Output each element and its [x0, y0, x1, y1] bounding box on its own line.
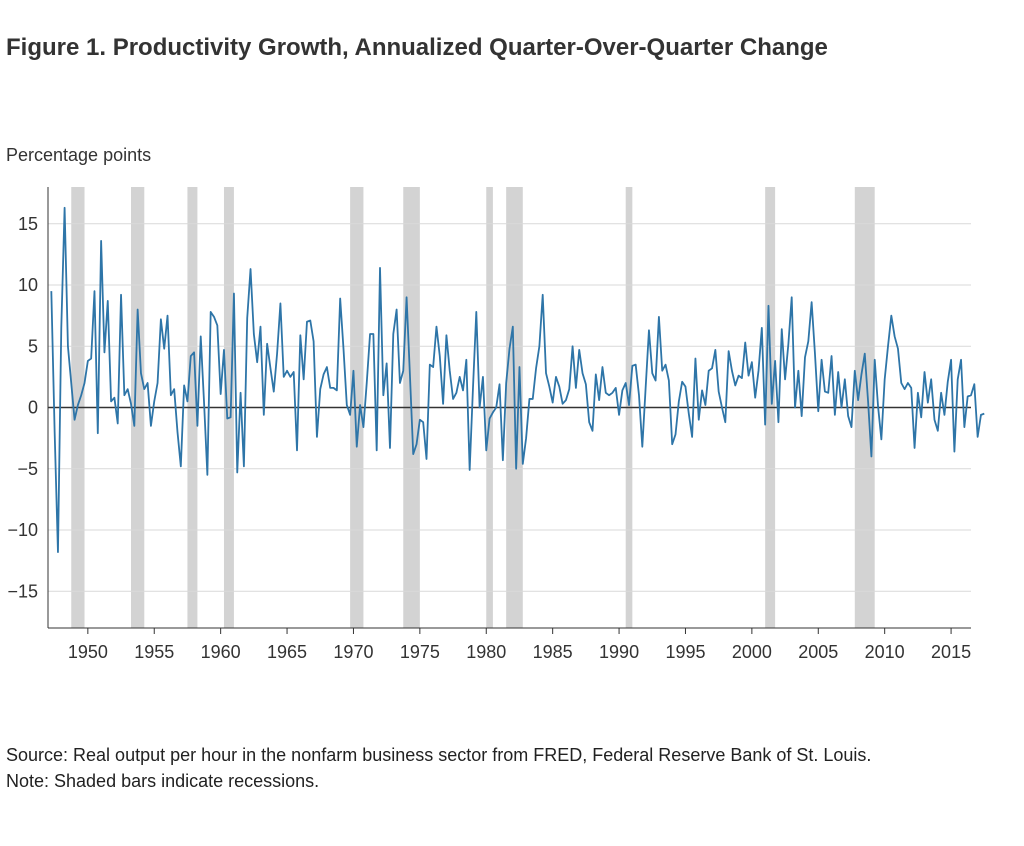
x-tick-label: 1995 — [665, 642, 705, 662]
x-tick-label: 1970 — [333, 642, 373, 662]
tick-labels: 15 10 5 0 −5 −10 −15 1950 1955 1960 1965 1970 1975 19… — [7, 214, 971, 662]
productivity-series-line — [50, 206, 985, 553]
x-tick-label: 1975 — [400, 642, 440, 662]
y-tick-label: 5 — [28, 336, 38, 356]
x-tick-label: 1990 — [599, 642, 639, 662]
productivity-line-chart: 15 10 5 0 −5 −10 −15 1950 1955 1960 1965 1970 1975 19… — [7, 187, 985, 662]
x-tick-label: 1965 — [267, 642, 307, 662]
x-tick-label: 1980 — [466, 642, 506, 662]
x-tick-label: 1950 — [68, 642, 108, 662]
y-axis-label: Percentage points — [6, 145, 152, 165]
y-tick-label: −5 — [17, 459, 38, 479]
x-tick-label: 2005 — [798, 642, 838, 662]
series-layer — [50, 206, 985, 553]
y-tick-label: 10 — [18, 275, 38, 295]
x-tick-label: 2010 — [865, 642, 905, 662]
footer: Source: Real output per hour in the nonf… — [6, 742, 871, 794]
y-tick-label: 0 — [28, 398, 38, 418]
y-tick-label: 15 — [18, 214, 38, 234]
axes — [47, 187, 971, 634]
x-tick-label: 2015 — [931, 642, 971, 662]
x-tick-label: 1960 — [201, 642, 241, 662]
recession-note: Note: Shaded bars indicate recessions. — [6, 771, 320, 791]
source-note: Source: Real output per hour in the nonf… — [6, 745, 872, 765]
y-tick-label: −10 — [7, 520, 38, 540]
x-tick-label: 1985 — [533, 642, 573, 662]
chart-title: Figure 1. Productivity Growth, Annualize… — [6, 34, 828, 61]
x-tick-label: 1955 — [134, 642, 174, 662]
x-tick-label: 2000 — [732, 642, 772, 662]
y-tick-label: −15 — [7, 581, 38, 601]
